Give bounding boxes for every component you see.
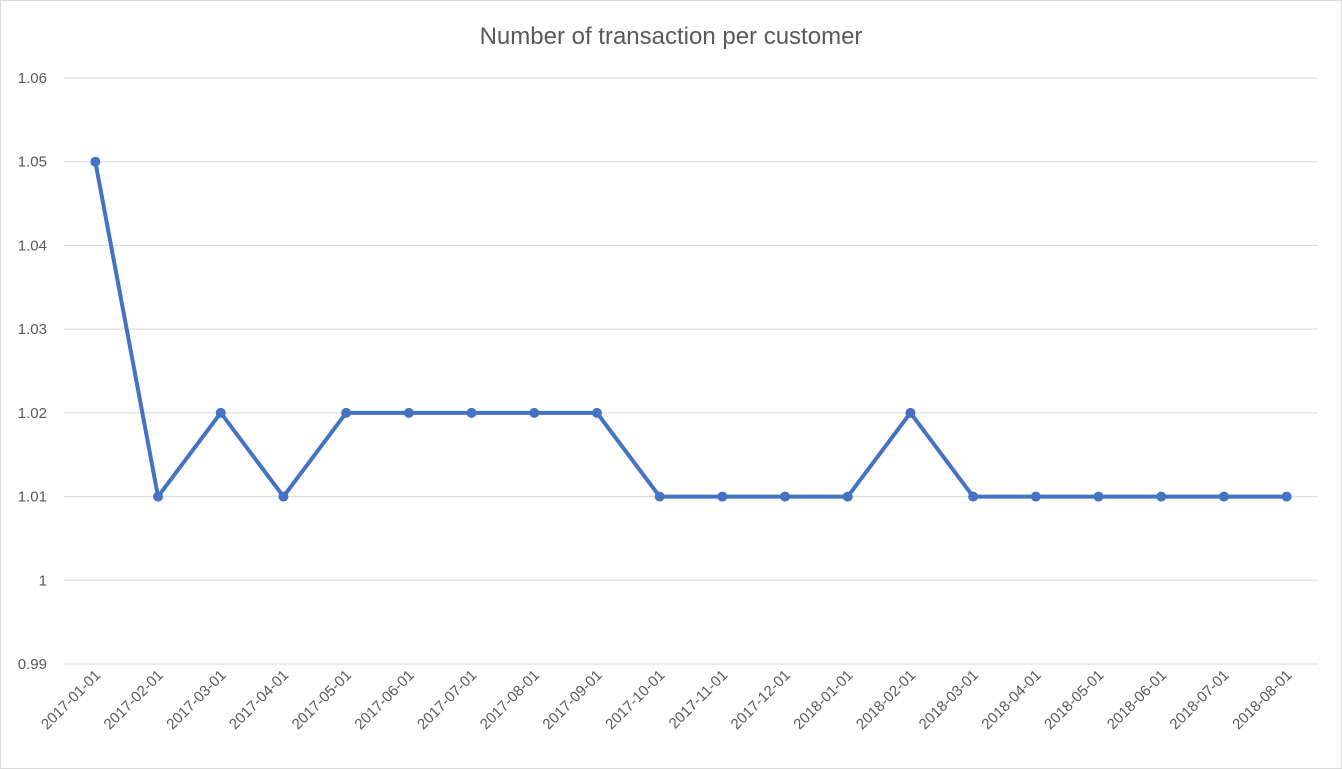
data-point — [1093, 491, 1104, 502]
data-point — [278, 491, 289, 502]
x-tick-label: 2017-08-01 — [477, 667, 543, 733]
data-point — [403, 407, 414, 418]
x-tick-label: 2018-06-01 — [1104, 667, 1170, 733]
x-tick-label: 2018-02-01 — [853, 667, 919, 733]
x-tick-label: 2017-09-01 — [539, 667, 605, 733]
y-tick-label: 1.01 — [18, 489, 47, 506]
data-point — [591, 407, 602, 418]
y-tick-label: 1.05 — [18, 154, 47, 171]
data-point — [529, 407, 540, 418]
data-point — [968, 491, 979, 502]
y-tick-label: 1.02 — [18, 405, 47, 422]
data-point — [654, 491, 665, 502]
data-point — [1281, 491, 1292, 502]
x-tick-label: 2018-07-01 — [1166, 667, 1232, 733]
x-tick-label: 2017-11-01 — [666, 667, 731, 732]
data-point — [1156, 491, 1167, 502]
x-tick-label: 2018-03-01 — [916, 667, 982, 733]
series-layer — [90, 156, 1292, 502]
x-tick-label: 2017-05-01 — [289, 667, 355, 733]
x-tick-label: 2018-08-01 — [1229, 667, 1295, 733]
data-point — [842, 491, 853, 502]
data-point — [215, 407, 226, 418]
x-tick-label: 2018-04-01 — [978, 667, 1044, 733]
x-tick-label: 2017-04-01 — [226, 667, 292, 733]
y-tick-label: 1 — [39, 572, 47, 589]
x-tick-label: 2017-10-01 — [602, 667, 668, 733]
data-point — [1030, 491, 1041, 502]
y-tick-label: 0.99 — [18, 656, 47, 673]
x-tick-label: 2017-07-01 — [414, 667, 480, 733]
x-tick-label: 2017-12-01 — [728, 667, 794, 733]
x-axis-ticks: 2017-01-012017-02-012017-03-012017-04-01… — [38, 667, 1296, 733]
y-tick-label: 1.03 — [18, 321, 47, 338]
data-point — [905, 407, 916, 418]
data-point — [780, 491, 791, 502]
series-line — [93, 159, 1289, 499]
data-point — [717, 491, 728, 502]
y-tick-label: 1.06 — [18, 70, 47, 87]
chart-title: Number of transaction per customer — [480, 23, 863, 50]
y-axis-ticks: 0.99 1 1.01 1.02 1.03 1.04 1.05 1.06 — [18, 70, 47, 673]
x-tick-label: 2017-03-01 — [163, 667, 229, 733]
x-tick-label: 2017-02-01 — [101, 667, 167, 733]
x-tick-label: 2017-06-01 — [351, 667, 417, 733]
data-point — [1218, 491, 1229, 502]
x-tick-label: 2017-01-01 — [38, 667, 104, 733]
x-tick-label: 2018-01-01 — [790, 667, 856, 733]
y-tick-label: 1.04 — [18, 237, 47, 254]
data-point — [341, 407, 352, 418]
data-point — [153, 491, 164, 502]
data-point — [90, 156, 101, 167]
gridlines — [64, 77, 1318, 665]
x-tick-label: 2018-05-01 — [1041, 667, 1107, 733]
data-point — [466, 407, 477, 418]
